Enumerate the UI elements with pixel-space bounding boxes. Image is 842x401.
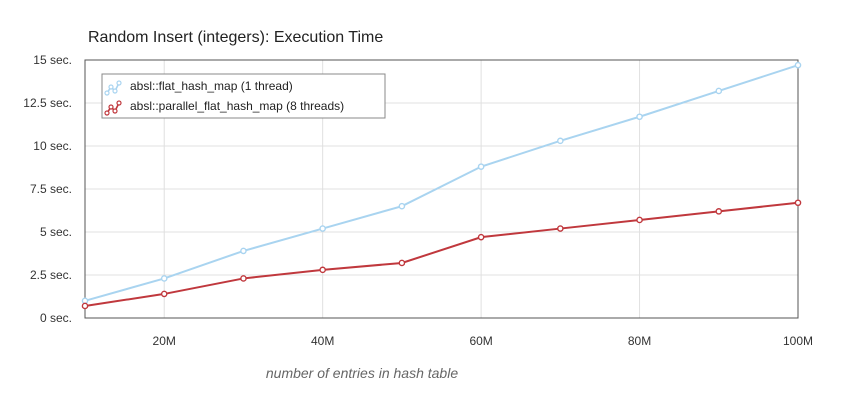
data-point[interactable]: [557, 137, 564, 145]
x-tick-label: 100M: [783, 334, 813, 348]
data-point[interactable]: [81, 302, 89, 310]
legend-icon-point: [104, 90, 110, 96]
data-point[interactable]: [319, 225, 326, 232]
data-point[interactable]: [398, 259, 406, 267]
series-1: [81, 199, 802, 310]
data-point[interactable]: [715, 87, 723, 95]
legend-line-icon: [104, 100, 122, 116]
legend-icon-point: [112, 108, 118, 114]
x-tick-label: 60M: [469, 334, 492, 348]
series-line: [84, 201, 799, 307]
data-point[interactable]: [240, 275, 247, 282]
y-axis-ticks: 0 sec. 2.5 sec. 5 sec. 7.5 sec. 10 sec. 12.5 …: [23, 53, 72, 325]
legend-entry-parallel-flat-hash-map[interactable]: absl::parallel_flat_hash_map (8 threads): [104, 99, 344, 116]
data-point[interactable]: [794, 199, 802, 207]
legend-line-icon: [104, 80, 122, 96]
data-point[interactable]: [398, 202, 406, 210]
data-point[interactable]: [160, 275, 168, 282]
data-point[interactable]: [477, 233, 485, 241]
data-point[interactable]: [319, 266, 326, 274]
legend-icon-line: [106, 82, 120, 94]
y-tick-label: 15 sec.: [33, 53, 72, 67]
series-0: [81, 61, 802, 305]
legend-icon-line: [106, 102, 120, 114]
y-tick-label: 12.5 sec.: [23, 96, 72, 110]
x-tick-label: 40M: [311, 334, 334, 348]
y-tick-label: 2.5 sec.: [30, 268, 72, 282]
legend-icon-point: [108, 104, 114, 110]
x-axis-ticks: 20M 40M 60M 80M 100M: [153, 334, 813, 348]
data-point[interactable]: [715, 208, 723, 215]
x-axis-label: number of entries in hash table: [266, 365, 458, 381]
chart-title: Random Insert (integers): Execution Time: [88, 29, 384, 46]
legend-icon-point: [108, 84, 114, 90]
data-point[interactable]: [557, 225, 564, 232]
y-tick-label: 7.5 sec.: [30, 182, 72, 196]
data-point[interactable]: [794, 61, 802, 69]
legend-icon-point: [104, 110, 110, 116]
x-tick-label: 20M: [153, 334, 176, 348]
legend-icon-point: [116, 100, 122, 106]
data-point[interactable]: [81, 297, 89, 305]
legend-icon-point: [116, 80, 122, 86]
data-point[interactable]: [477, 163, 485, 170]
data-point[interactable]: [160, 290, 168, 298]
legend-icon-point: [112, 88, 118, 94]
legend-entry-flat-hash-map[interactable]: absl::flat_hash_map (1 thread): [104, 79, 293, 96]
y-tick-label: 10 sec.: [33, 139, 72, 153]
series-layer: [81, 61, 802, 310]
data-point[interactable]: [636, 113, 643, 121]
plot-frame: [84, 59, 799, 319]
legend-label: absl::flat_hash_map (1 thread): [130, 79, 293, 93]
legend: absl::flat_hash_map (1 thread) absl::par…: [101, 73, 386, 119]
data-point[interactable]: [240, 247, 247, 255]
y-tick-label: 5 sec.: [40, 225, 72, 239]
data-point[interactable]: [636, 216, 643, 224]
x-tick-label: 80M: [628, 334, 651, 348]
series-line: [84, 64, 799, 302]
legend-box: [101, 73, 386, 119]
y-tick-label: 0 sec.: [40, 311, 72, 325]
legend-label: absl::parallel_flat_hash_map (8 threads): [130, 99, 344, 113]
